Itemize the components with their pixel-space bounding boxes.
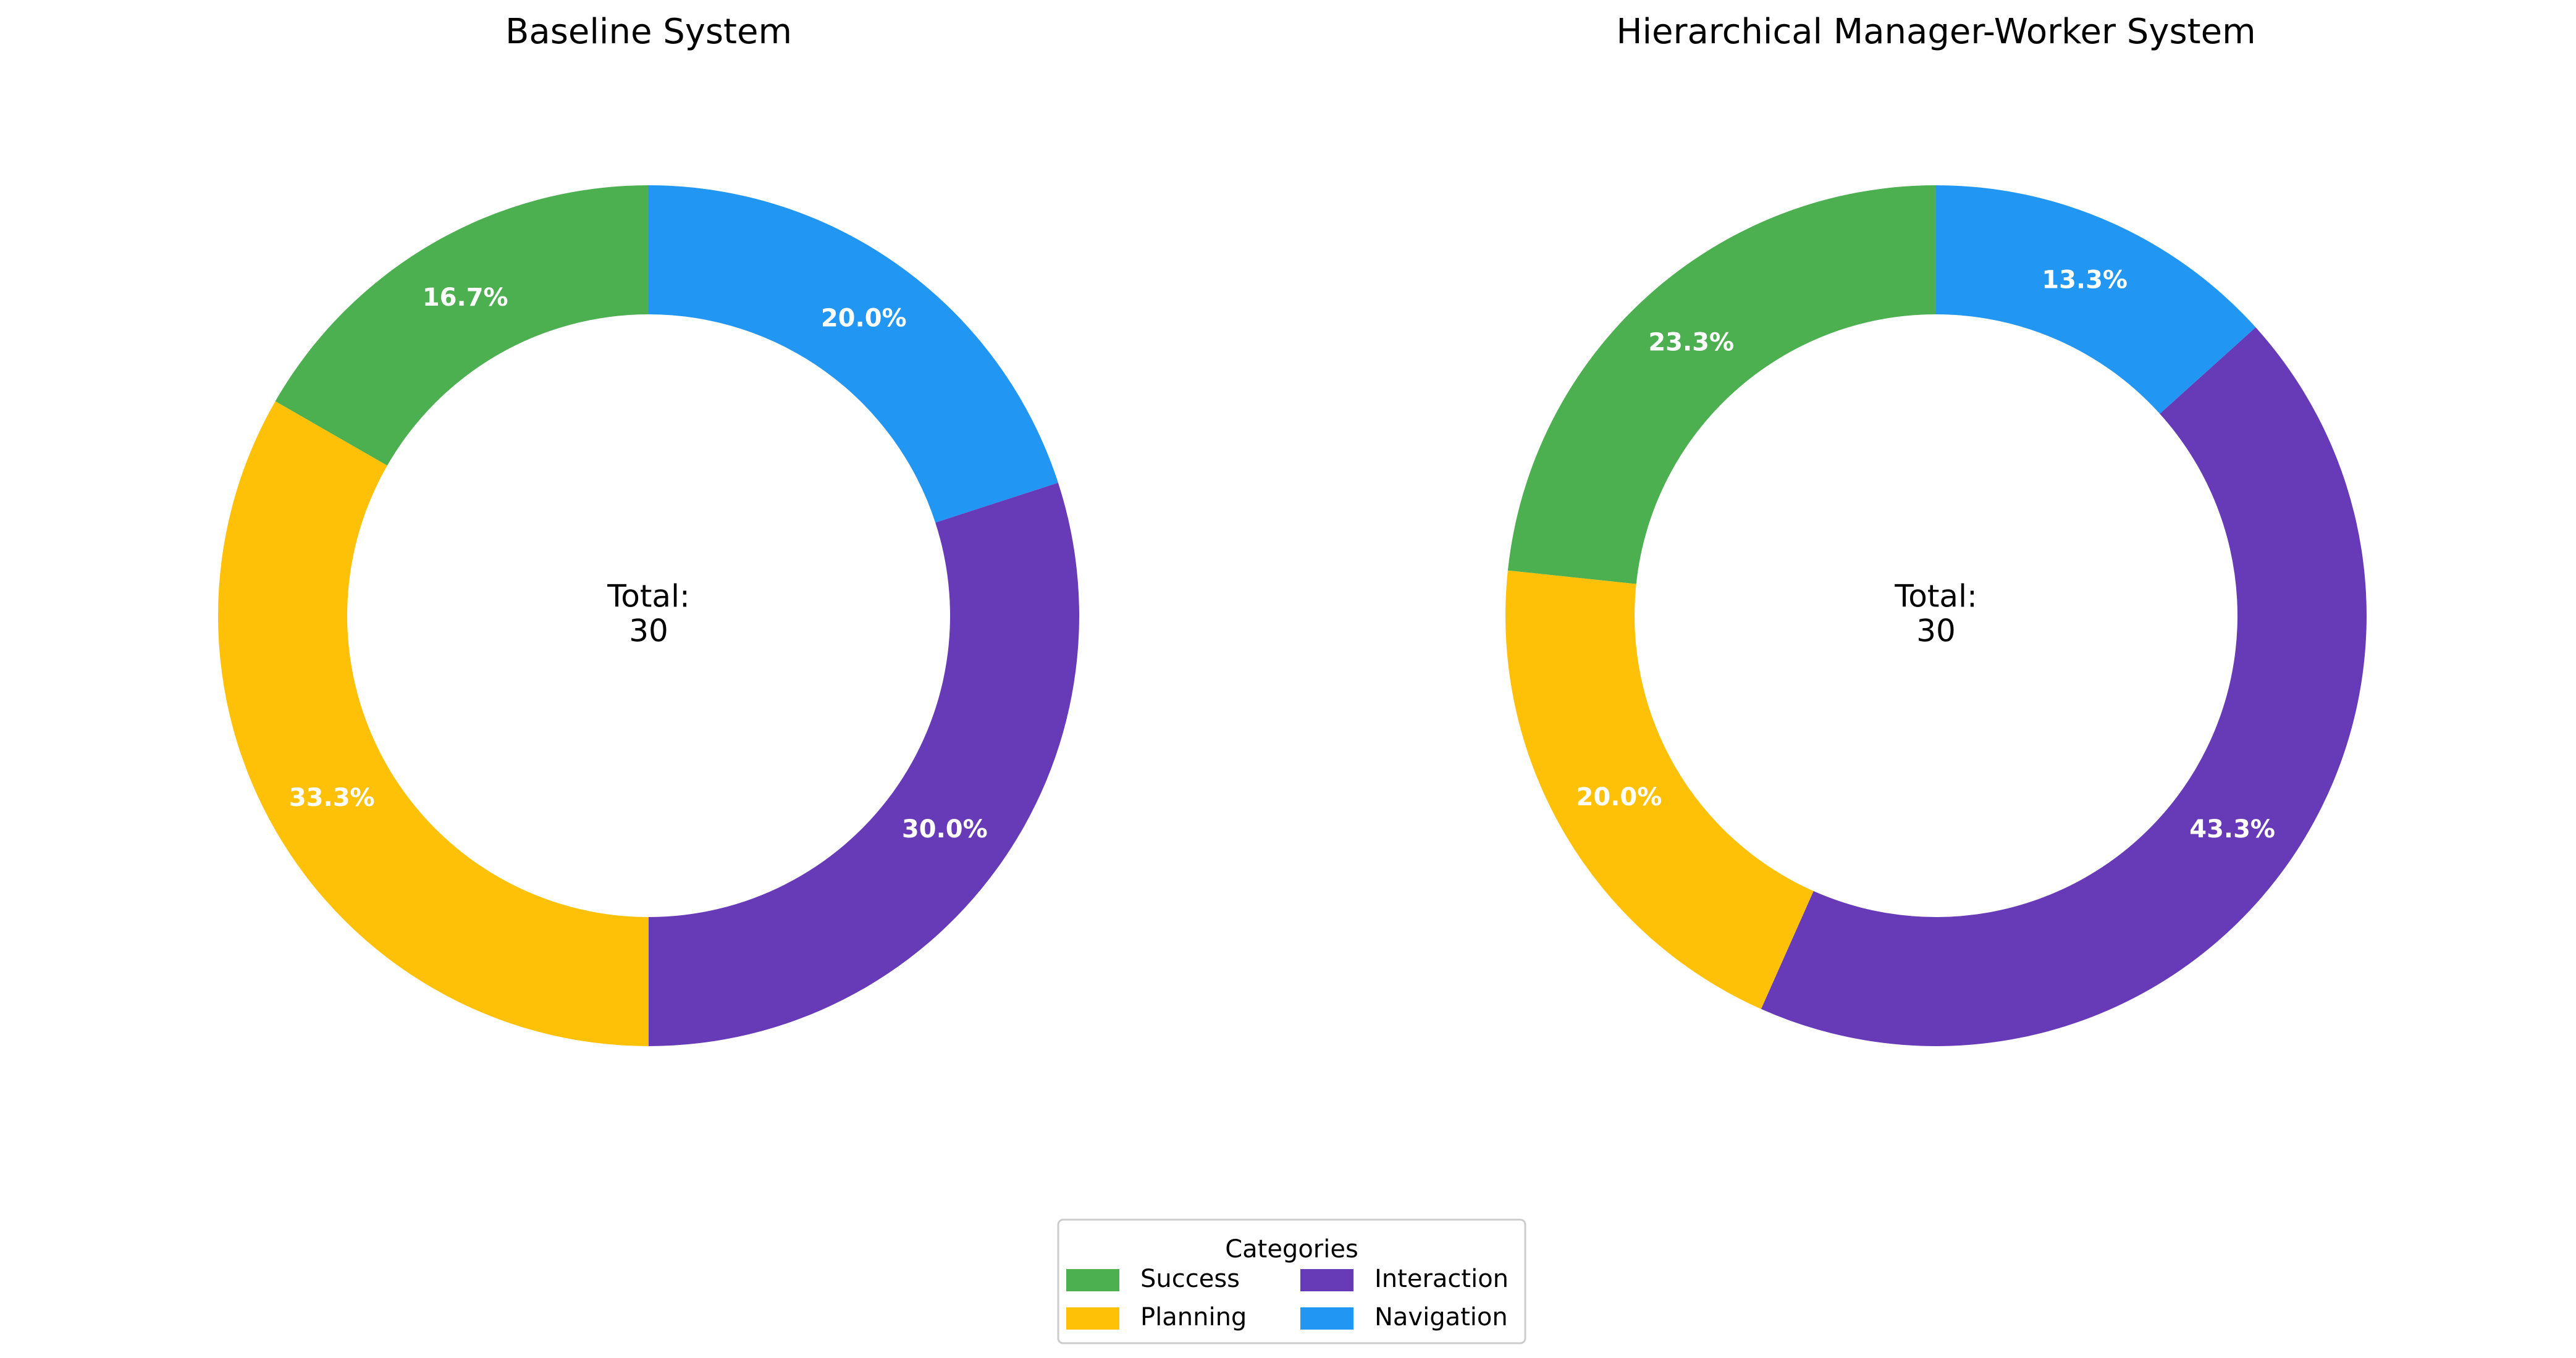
slice-label-planning: 33.3%	[289, 784, 375, 812]
slice-label-success: 23.3%	[1648, 329, 1734, 357]
slice-interaction	[649, 482, 1079, 1046]
slice-label-navigation: 20.0%	[821, 304, 907, 333]
center-label-caption: Total:	[1894, 579, 1977, 614]
slice-label-success: 16.7%	[423, 283, 508, 312]
legend-label-interaction: Interaction	[1374, 1265, 1509, 1293]
slice-planning	[1505, 570, 1814, 1009]
legend: Categories Success Planning Interaction Nav…	[1057, 1218, 1526, 1344]
center-label-value: 30	[629, 613, 668, 649]
slice-success	[1507, 185, 1936, 584]
slice-interaction	[1761, 327, 2367, 1046]
center-label-value: 30	[1916, 613, 1956, 649]
legend-label-success: Success	[1140, 1265, 1240, 1293]
legend-title: Categories	[1225, 1235, 1358, 1264]
slice-planning	[217, 401, 649, 1047]
slice-navigation	[649, 185, 1058, 523]
slice-label-navigation: 13.3%	[2042, 266, 2128, 295]
slice-navigation	[1936, 185, 2256, 414]
slice-success	[275, 185, 649, 466]
legend-frame	[1057, 1218, 1526, 1344]
chart-title: Hierarchical Manager-Worker System	[1616, 12, 2255, 52]
donut-chart-baseline: Baseline System 16.7% 33.3% 30.0% 20.0% Total…	[217, 12, 1079, 1047]
center-label-caption: Total:	[607, 579, 690, 614]
legend-swatch-interaction	[1300, 1269, 1353, 1291]
legend-label-planning: Planning	[1140, 1303, 1247, 1331]
legend-label-navigation: Navigation	[1374, 1303, 1508, 1331]
slice-label-planning: 20.0%	[1576, 783, 1662, 811]
legend-swatch-planning	[1066, 1307, 1119, 1330]
slice-label-interaction: 43.3%	[2189, 815, 2275, 844]
donut-chart-hierarchical: Hierarchical Manager-Worker System 23.3% 2…	[1505, 12, 2367, 1046]
chart-title: Baseline System	[505, 12, 792, 52]
legend-swatch-success	[1066, 1269, 1119, 1291]
legend-swatch-navigation	[1300, 1307, 1353, 1330]
slice-label-interaction: 30.0%	[902, 815, 988, 844]
